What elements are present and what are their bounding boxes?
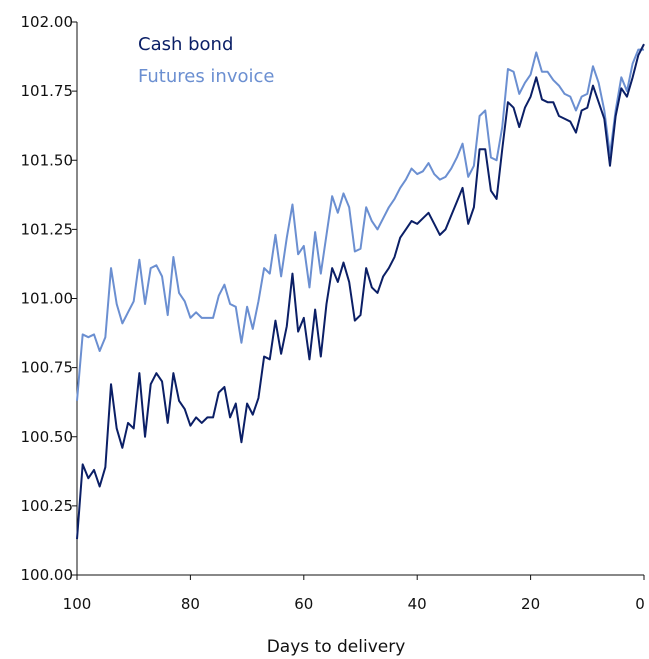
y-tick-label: 102.00: [21, 13, 74, 31]
x-tick-label: 60: [294, 595, 313, 613]
y-tick-label: 100.75: [21, 359, 74, 377]
x-tick-label: 80: [181, 595, 200, 613]
y-tick-label: 100.25: [21, 497, 74, 515]
y-tick-label: 101.25: [21, 220, 74, 238]
legend: Cash bond Futures invoice: [138, 34, 274, 87]
y-tick-label: 101.50: [21, 151, 74, 169]
x-axis-label: Days to delivery: [267, 637, 406, 657]
x-tick-label: 40: [408, 595, 427, 613]
series-line-futures-invoice: [76, 48, 644, 401]
x-tick-label: 0: [635, 595, 645, 613]
legend-entry-futures-invoice: Futures invoice: [138, 66, 274, 87]
y-ticks: 100.00 100.25 100.50 100.75 101.00 101.25 101.…: [21, 13, 77, 584]
series-lines: [76, 43, 645, 540]
y-tick-label: 100.00: [21, 566, 74, 584]
x-tick-label: 20: [521, 595, 540, 613]
series-line-cash-bond: [76, 43, 645, 540]
y-tick-label: 101.75: [21, 82, 74, 100]
legend-entry-cash-bond: Cash bond: [138, 34, 233, 55]
axes: [76, 22, 644, 576]
x-tick-label: 100: [63, 595, 92, 613]
x-ticks: 100 80 60 40 20 0: [63, 575, 645, 613]
y-tick-label: 101.00: [21, 290, 74, 308]
y-tick-label: 100.50: [21, 428, 74, 446]
